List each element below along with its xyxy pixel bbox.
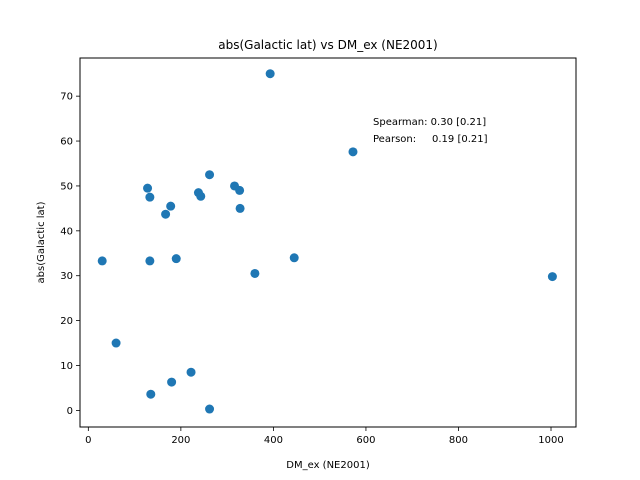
data-point <box>289 253 299 263</box>
spearman-annotation: Spearman: 0.30 [0.21] <box>373 117 486 128</box>
data-point <box>161 209 171 219</box>
data-point <box>97 256 107 266</box>
data-point <box>143 183 153 193</box>
y-tick-label: 10 <box>60 361 73 372</box>
data-point <box>196 191 206 201</box>
data-point <box>235 185 245 195</box>
data-points <box>97 69 557 414</box>
data-point <box>167 377 177 387</box>
x-axis-ticks: 0 200 400 600 800 1000 <box>85 427 564 446</box>
x-tick-label: 200 <box>171 435 190 446</box>
data-point <box>547 272 557 282</box>
data-point <box>146 389 156 399</box>
y-tick-label: 40 <box>60 226 73 237</box>
data-point <box>171 254 181 264</box>
y-tick-label: 20 <box>60 316 73 327</box>
y-tick-label: 30 <box>60 271 73 282</box>
pearson-annotation: Pearson: 0.19 [0.21] <box>373 134 488 145</box>
data-point <box>145 192 155 202</box>
x-tick-label: 600 <box>356 435 375 446</box>
data-point <box>166 201 176 211</box>
data-point <box>205 404 215 414</box>
y-tick-label: 0 <box>67 406 73 417</box>
data-point <box>265 69 275 79</box>
y-tick-label: 60 <box>60 137 73 148</box>
x-tick-label: 1000 <box>538 435 563 446</box>
x-axis-label: DM_ex (NE2001) <box>286 460 370 471</box>
x-tick-label: 400 <box>264 435 283 446</box>
data-point <box>186 367 196 377</box>
data-point <box>205 170 215 180</box>
x-tick-label: 0 <box>85 435 91 446</box>
x-tick-label: 800 <box>449 435 468 446</box>
data-point <box>145 256 155 266</box>
plot-area-frame <box>79 57 577 428</box>
y-tick-label: 50 <box>60 181 73 192</box>
data-point <box>111 338 121 348</box>
y-axis-ticks: 0 10 20 30 40 50 60 70 <box>60 92 80 417</box>
data-point <box>348 147 358 157</box>
data-point <box>235 203 245 213</box>
y-tick-label: 70 <box>60 92 73 103</box>
data-point <box>250 268 260 278</box>
chart-title: abs(Galactic lat) vs DM_ex (NE2001) <box>218 38 438 52</box>
y-axis-label: abs(Galactic lat) <box>36 201 47 283</box>
